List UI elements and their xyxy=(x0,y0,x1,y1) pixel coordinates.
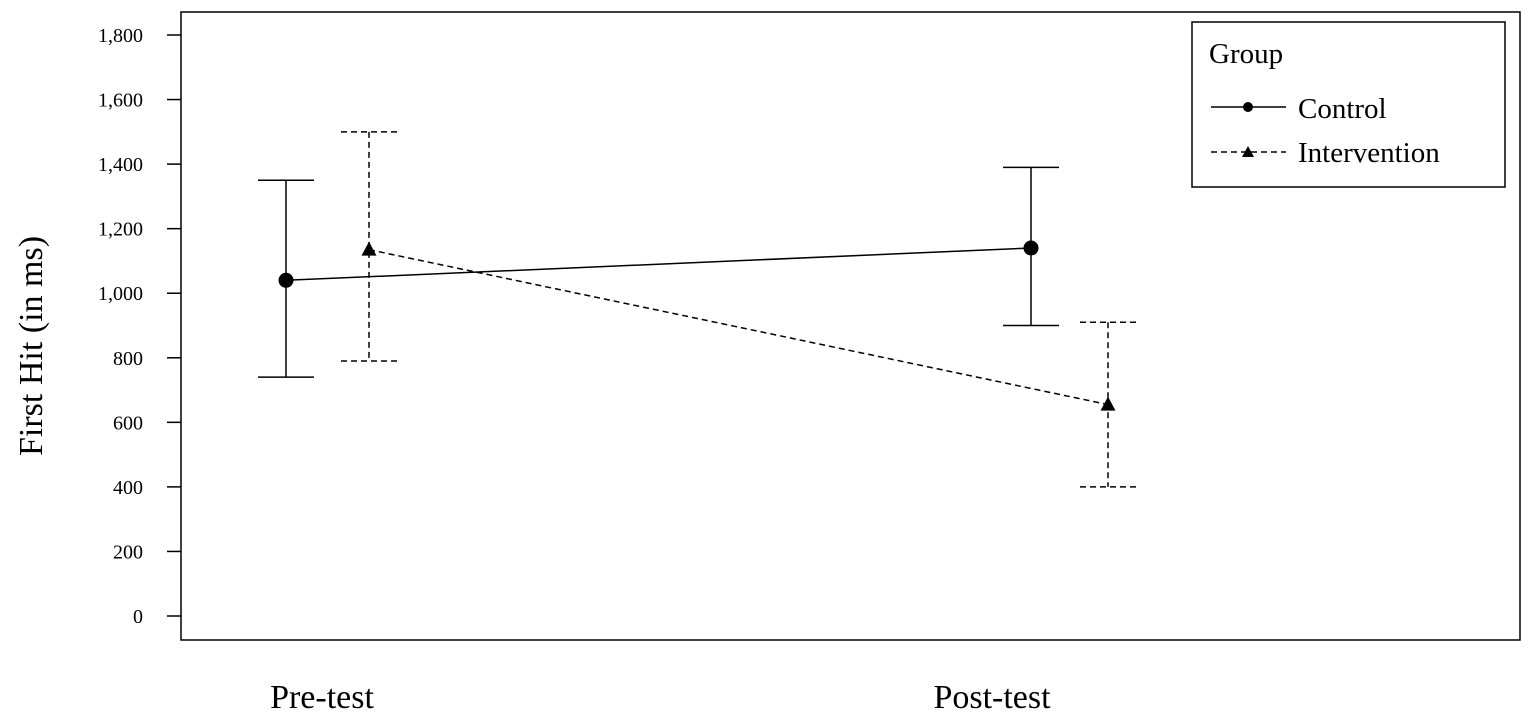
y-axis-ticks: 0 200 400 600 800 1,000 1,200 1,400 1,600 1,800 xyxy=(98,25,181,628)
y-axis-title: First Hit (in ms) xyxy=(13,236,50,456)
legend: Group Control Intervention xyxy=(1191,21,1506,188)
series-layer xyxy=(258,131,1136,488)
intervention-point xyxy=(361,241,377,256)
y-tick-label: 600 xyxy=(113,412,143,434)
control-point xyxy=(1023,240,1039,256)
y-tick-label: 1,200 xyxy=(98,219,143,241)
y-tick-label: 1,400 xyxy=(98,154,143,176)
intervention-line xyxy=(368,248,1109,406)
legend-intervention-marker xyxy=(1242,146,1254,157)
y-tick-label: 1,800 xyxy=(98,25,143,47)
y-tick-label: 200 xyxy=(113,541,143,563)
y-tick-label: 1,000 xyxy=(98,283,143,305)
y-tick-label: 0 xyxy=(133,606,143,628)
x-tick-label-pre-test: Pre-test xyxy=(270,679,374,716)
y-tick-label: 1,600 xyxy=(98,90,143,112)
y-tick-label: 400 xyxy=(113,477,143,499)
y-tick-label: 800 xyxy=(113,348,143,370)
control-point xyxy=(278,272,294,288)
intervention-point xyxy=(1100,396,1116,411)
legend-label-intervention: Intervention xyxy=(1298,137,1440,169)
plot-frame xyxy=(180,11,1521,641)
legend-title: Group xyxy=(1209,38,1283,70)
legend-label-control: Control xyxy=(1298,93,1387,125)
legend-control-marker xyxy=(1243,102,1253,112)
control-line xyxy=(285,247,1032,282)
x-tick-label-post-test: Post-test xyxy=(933,679,1051,716)
